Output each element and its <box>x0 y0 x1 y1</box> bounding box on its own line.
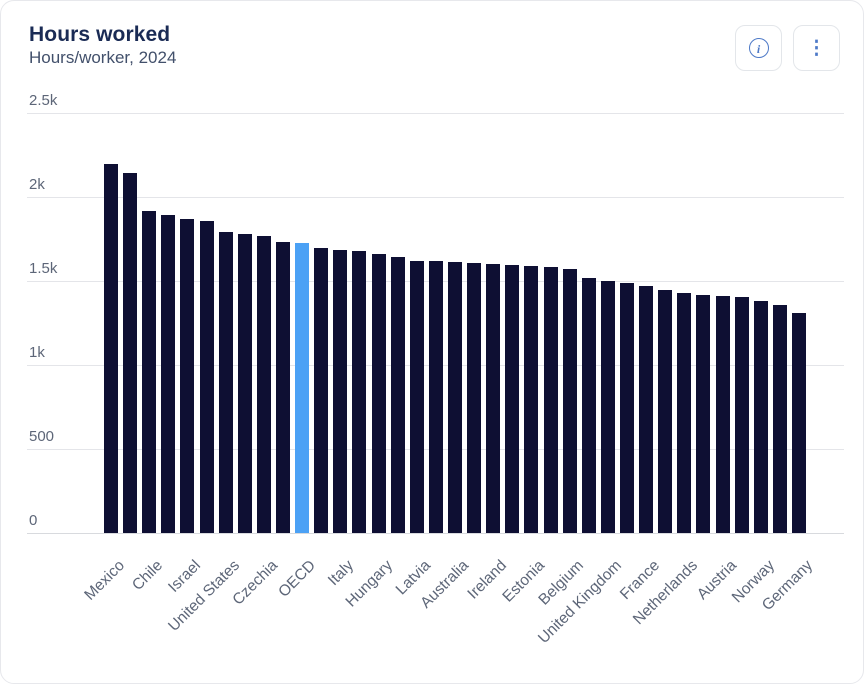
bar-unlabeled-8[interactable] <box>237 234 252 533</box>
bar-united-kingdom[interactable] <box>600 281 615 533</box>
bar-unlabeled-6[interactable] <box>199 221 214 533</box>
bar-unlabeled-36[interactable] <box>772 304 787 533</box>
bar-norway[interactable] <box>753 300 768 533</box>
bar-italy[interactable] <box>333 249 348 533</box>
bar-unlabeled-34[interactable] <box>734 297 749 533</box>
y-axis-tick-label: 500 <box>29 428 55 445</box>
bar-australia[interactable] <box>448 262 462 533</box>
kebab-menu-icon: ⋮ <box>807 37 826 59</box>
bar-mexico[interactable] <box>104 164 118 533</box>
gridline-2.5k <box>27 113 844 114</box>
bar-unlabeled-14[interactable] <box>352 250 367 533</box>
y-axis-tick-label: 1k <box>29 344 45 361</box>
bar-belgium[interactable] <box>562 268 577 533</box>
bar-unlabeled-30[interactable] <box>658 290 673 533</box>
bar-unlabeled-12[interactable] <box>314 248 329 533</box>
chart-subtitle: Hours/worker, 2024 <box>29 48 177 67</box>
bar-czechia[interactable] <box>256 235 271 533</box>
y-axis-tick-label: 1.5k <box>29 260 58 277</box>
bar-unlabeled-26[interactable] <box>581 278 596 533</box>
y-axis-tick-label: 2.5k <box>29 92 58 109</box>
bar-austria[interactable] <box>715 295 730 533</box>
bar-unlabeled-24[interactable] <box>543 267 558 533</box>
bar-hungary[interactable] <box>371 254 386 533</box>
bar-france[interactable] <box>639 285 654 533</box>
y-axis-tick-label: 0 <box>29 512 38 529</box>
bar-netherlands[interactable] <box>677 293 692 533</box>
more-options-button[interactable]: ⋮ <box>793 25 840 71</box>
bar-unlabeled-16[interactable] <box>390 256 405 533</box>
bar-oecd[interactable] <box>295 243 310 533</box>
bar-unlabeled-28[interactable] <box>620 282 634 533</box>
bar-chile[interactable] <box>142 211 157 533</box>
y-axis-tick-label: 2k <box>29 176 45 193</box>
info-button[interactable]: i <box>735 25 782 71</box>
bar-unlabeled-20[interactable] <box>467 263 482 533</box>
bar-latvia[interactable] <box>409 260 424 533</box>
bar-estonia[interactable] <box>524 265 539 533</box>
bar-unlabeled-32[interactable] <box>696 295 711 533</box>
gridline-0 <box>27 533 844 534</box>
info-icon: i <box>748 38 769 58</box>
bar-unlabeled-2[interactable] <box>123 173 138 533</box>
chart-toolbar: i ⋮ <box>735 25 840 71</box>
bar-unlabeled-4[interactable] <box>161 215 176 533</box>
bar-ireland[interactable] <box>486 263 501 533</box>
bar-israel[interactable] <box>180 218 195 533</box>
page-title: Hours worked <box>29 23 171 46</box>
bar-unlabeled-18[interactable] <box>428 261 443 533</box>
gridline-2k <box>27 197 844 198</box>
bar-germany[interactable] <box>792 312 806 533</box>
bar-united-states[interactable] <box>218 232 233 533</box>
bar-unlabeled-10[interactable] <box>276 242 290 533</box>
bar-unlabeled-22[interactable] <box>505 264 520 533</box>
